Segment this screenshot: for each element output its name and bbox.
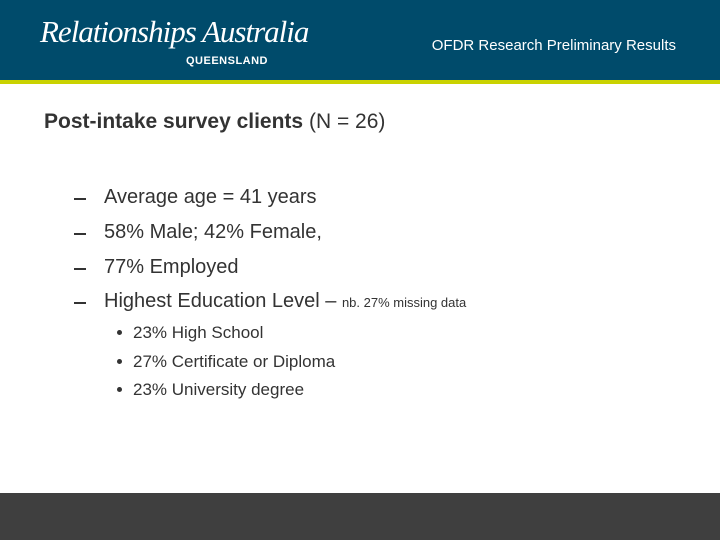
sub-bullet-dot [117,330,122,335]
bullet-text: Average age = 41 years [104,186,317,208]
bullet: 58% Male; 42% Female, [74,221,322,244]
accent-stripe [0,80,720,84]
bullet: Highest Education Level – nb. 27% missin… [74,290,467,313]
sub-bullet-text: 27% Certificate or Diploma [133,352,336,371]
sub-bullet: 27% Certificate or Diploma [117,352,336,372]
bullet-text: Highest Education Level – [104,290,337,312]
sub-bullet-text: 23% High School [133,323,264,342]
header-bar: Relationships Australia QUEENSLAND OFDR … [0,0,720,80]
title-rest: (N = 26) [308,110,386,133]
bullet-note: nb. 27% missing data [341,295,467,310]
sub-bullet: 23% University degree [117,380,305,400]
sub-bullet-text: 23% University degree [133,380,305,399]
bullet-text: 58% Male; 42% Female, [104,221,322,243]
title-bold: Post-intake survey clients [44,110,304,133]
header-title: OFDR Research Preliminary Results [431,37,676,54]
sub-bullet-dot [117,387,122,392]
slide-title: Post-intake survey clients (N = 26) [44,110,385,134]
bullet-dash [74,302,86,304]
bullet-text: 77% Employed [104,256,239,278]
sub-bullet: 23% High School [117,323,264,343]
bullet: Average age = 41 years [74,186,317,209]
bullet-dash [74,198,86,200]
logo: Relationships Australia [40,14,309,49]
bullet: 77% Employed [74,256,239,279]
footer-bar [0,493,720,540]
bullet-dash [74,268,86,270]
sub-bullet-dot [117,359,122,364]
bullet-dash [74,233,86,235]
logo-subtitle: QUEENSLAND [186,55,269,67]
